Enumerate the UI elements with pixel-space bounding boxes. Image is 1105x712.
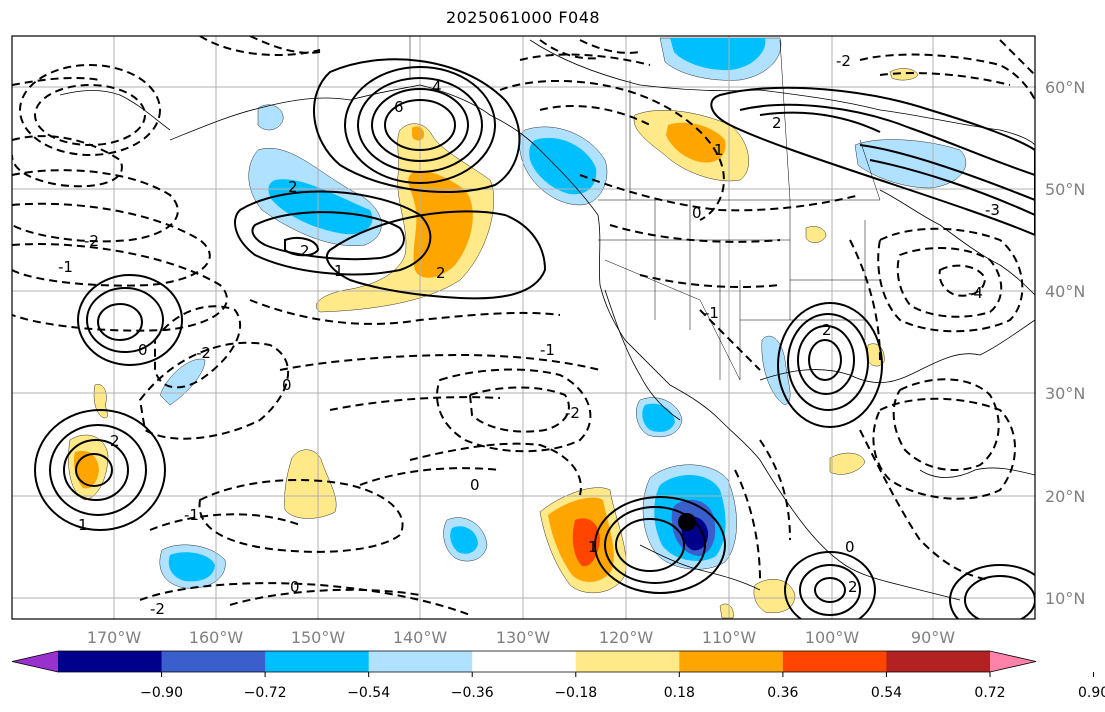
colorbar-tick-label: 0.18 bbox=[664, 685, 695, 701]
contour-label: 2 bbox=[848, 578, 858, 596]
neg-anomaly-ne-canada bbox=[854, 139, 966, 189]
lon-label: 150°W bbox=[291, 628, 346, 647]
lon-label: 140°W bbox=[393, 628, 448, 647]
contour-label: -2 bbox=[84, 232, 99, 250]
contour-label: 0 bbox=[282, 376, 292, 394]
neg-anomaly-gulf-alaska bbox=[257, 104, 284, 131]
contour-label: 2 bbox=[110, 432, 120, 450]
lat-label: 50°N bbox=[1045, 180, 1085, 199]
contour-label: 2 bbox=[436, 264, 446, 282]
map-title: 2025061000 F048 bbox=[445, 8, 601, 27]
longitude-labels: 170°W 160°W 150°W 140°W 130°W 120°W 110°… bbox=[87, 628, 955, 647]
contour-label: 2 bbox=[772, 114, 782, 132]
contour-label: 0 bbox=[138, 341, 148, 359]
contour-label: 2 bbox=[300, 242, 310, 260]
contour-label: -2 bbox=[196, 344, 211, 362]
contour-label: -2 bbox=[150, 600, 165, 618]
contour-label: -3 bbox=[985, 201, 1000, 219]
colorbar-tick-label: −0.90 bbox=[140, 685, 183, 701]
contour-label: 2 bbox=[288, 178, 298, 196]
contour-label: 0 bbox=[470, 476, 480, 494]
colorbar-tick-label: 0.54 bbox=[871, 685, 902, 701]
contour-label: 1 bbox=[588, 538, 598, 556]
lat-label: 20°N bbox=[1045, 487, 1085, 506]
pos-anomaly-gulf-alaska-top bbox=[412, 126, 425, 141]
pos-anomaly-tropic-s bbox=[719, 603, 734, 619]
colorbar-segment bbox=[575, 651, 680, 672]
coastlines bbox=[59, 39, 1035, 601]
lat-label: 60°N bbox=[1045, 78, 1085, 97]
positive-contours bbox=[34, 58, 1035, 619]
neg-anomaly-hudson-core bbox=[670, 38, 766, 71]
lat-label: 10°N bbox=[1045, 589, 1085, 608]
contour-label: 2 bbox=[822, 321, 832, 339]
contour-labels: 6 4 2 2 1 2 -2 -1 0 -2 2 1 0 -1 0 2 -2 -… bbox=[58, 52, 1000, 618]
pos-anomaly-canada-core bbox=[666, 122, 726, 163]
contour-label: 0 bbox=[845, 538, 855, 556]
contour-label: -2 bbox=[565, 404, 580, 422]
colorbar-tick-label: −0.36 bbox=[451, 685, 494, 701]
anomaly-shading bbox=[68, 37, 966, 619]
pos-anomaly-mexico-w-deep bbox=[572, 518, 600, 567]
map-plot-area: 6 4 2 2 1 2 -2 -1 0 -2 2 1 0 -1 0 2 -2 -… bbox=[12, 36, 1035, 619]
colorbar-extend-high bbox=[990, 651, 1036, 672]
pos-anomaly-hudson-e bbox=[889, 68, 919, 81]
contour-label: -2 bbox=[836, 52, 851, 70]
latitude-labels: 60°N 50°N 40°N 30°N 20°N 10°N bbox=[1045, 78, 1085, 608]
contour-label: -1 bbox=[704, 304, 719, 322]
contour-label: 0 bbox=[290, 578, 300, 596]
colorbar-tick-label: 0.90 bbox=[1078, 685, 1105, 701]
colorbar-segment bbox=[58, 651, 163, 672]
lon-label: 110°W bbox=[702, 628, 757, 647]
lon-label: 120°W bbox=[599, 628, 654, 647]
pos-anomaly-caribbean bbox=[829, 452, 866, 475]
colorbar-segment bbox=[886, 651, 991, 672]
colorbar-tick-label: −0.18 bbox=[554, 685, 597, 701]
colorbar-segment bbox=[265, 651, 370, 672]
pos-anomaly-midwest bbox=[805, 226, 827, 243]
colorbar-segment bbox=[368, 651, 473, 672]
lon-label: 100°W bbox=[805, 628, 860, 647]
lon-label: 160°W bbox=[189, 628, 244, 647]
neg-anomaly-central-pac bbox=[159, 358, 206, 406]
neg-anomaly-tropic-w-core bbox=[168, 552, 215, 582]
colorbar-tick-label: 0.72 bbox=[974, 685, 1005, 701]
colorbar-segment bbox=[679, 651, 784, 672]
neg-anomaly-baja-core bbox=[642, 403, 675, 432]
map-frame bbox=[11, 35, 1036, 620]
lon-label: 130°W bbox=[496, 628, 551, 647]
neg-anomaly-tropic-c-core bbox=[450, 526, 478, 554]
colorbar-segment bbox=[782, 651, 887, 672]
colorbar: −0.90 −0.72 −0.54 −0.36 −0.18 0.18 0.36 0.54 0.7… bbox=[11, 650, 1105, 701]
colorbar-tick-label: −0.72 bbox=[244, 685, 287, 701]
colorbar-tick-label: −0.54 bbox=[347, 685, 390, 701]
negative-contours bbox=[12, 36, 1035, 616]
neg-anomaly-bc-core bbox=[529, 137, 597, 195]
pos-anomaly-gulf-alaska-core bbox=[408, 170, 473, 278]
contour-label: 1 bbox=[714, 141, 724, 159]
contour-label: 1 bbox=[334, 262, 344, 280]
contour-label: -4 bbox=[968, 284, 983, 302]
lon-label: 170°W bbox=[87, 628, 142, 647]
lat-label: 40°N bbox=[1045, 282, 1085, 301]
contour-label: -1 bbox=[184, 506, 199, 524]
contour-label: 6 bbox=[394, 98, 404, 116]
lon-label: 90°W bbox=[911, 628, 955, 647]
colorbar-segment bbox=[161, 651, 266, 672]
colorbar-tick-label: 0.36 bbox=[767, 685, 798, 701]
lat-label: 30°N bbox=[1045, 384, 1085, 403]
storm-center-marker bbox=[678, 513, 696, 531]
contour-label: -1 bbox=[58, 258, 73, 276]
contour-label: 0 bbox=[692, 204, 702, 222]
contour-label: 4 bbox=[432, 78, 442, 96]
pos-anomaly-central-pac bbox=[284, 449, 337, 519]
colorbar-extend-low bbox=[12, 651, 58, 672]
contour-label: -1 bbox=[540, 341, 555, 359]
colorbar-outline bbox=[11, 650, 1037, 673]
colorbar-segment bbox=[472, 651, 577, 672]
contour-label: 1 bbox=[78, 516, 88, 534]
graticule bbox=[12, 36, 1035, 619]
